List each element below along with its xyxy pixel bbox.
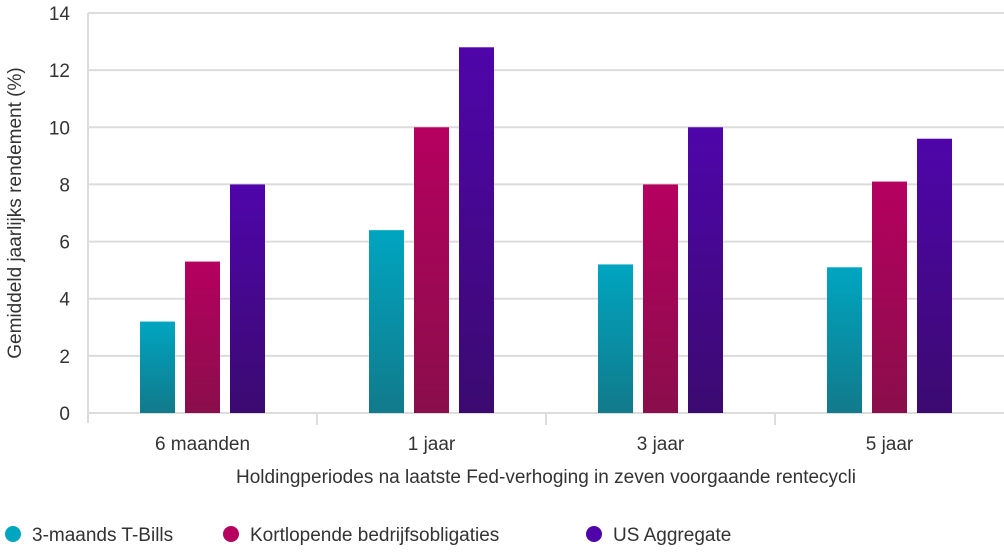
bar-3-maands-t-bills	[369, 230, 404, 413]
y-tick-label: 0	[59, 404, 70, 425]
y-tick-label: 8	[59, 175, 70, 196]
legend-swatch	[5, 526, 21, 542]
x-tick-label: 6 maanden	[155, 434, 250, 455]
bar-3-maands-t-bills	[140, 321, 175, 413]
legend-label: 3-maands T-Bills	[32, 525, 173, 546]
bar-kortlopende-bedrijfsobligaties	[872, 181, 907, 413]
y-tick-label: 4	[59, 290, 70, 311]
legend-item: Kortlopende bedrijfsobligaties	[223, 525, 499, 546]
bar-3-maands-t-bills	[827, 267, 862, 413]
x-axis-label: Holdingperiodes na laatste Fed-verhoging…	[236, 467, 856, 488]
bar-us-aggregate	[917, 138, 952, 413]
legend-swatch	[586, 526, 602, 542]
bar-kortlopende-bedrijfsobligaties	[414, 127, 449, 414]
x-tick-label: 1 jaar	[408, 434, 456, 455]
y-tick-label: 14	[49, 4, 71, 25]
x-axis: 6 maanden 1 jaar 3 jaar 5 jaar	[155, 413, 914, 455]
y-tick-label: 6	[59, 233, 70, 254]
legend-swatch	[223, 526, 239, 542]
gridlines	[87, 12, 1004, 423]
y-tick-label: 2	[59, 347, 70, 368]
y-axis-label: Gemiddeld jaarlijks rendement (%)	[5, 67, 26, 358]
legend-item: US Aggregate	[586, 525, 731, 546]
x-tick-label: 5 jaar	[866, 434, 914, 455]
bars	[140, 47, 952, 414]
y-axis-ticks: 0 2 4 6 8 10 12 14	[49, 4, 71, 425]
bar-us-aggregate	[688, 127, 723, 414]
legend: 3-maands T-Bills Kortlopende bedrijfsobli…	[5, 525, 731, 546]
y-tick-label: 10	[49, 118, 70, 139]
bar-us-aggregate	[459, 47, 494, 414]
bar-us-aggregate	[230, 184, 265, 413]
bar-kortlopende-bedrijfsobligaties	[643, 184, 678, 413]
legend-item: 3-maands T-Bills	[5, 525, 173, 546]
bar-3-maands-t-bills	[598, 264, 633, 413]
bar-kortlopende-bedrijfsobligaties	[185, 261, 220, 413]
legend-label: US Aggregate	[613, 525, 731, 546]
y-tick-label: 12	[49, 61, 70, 82]
x-tick-label: 3 jaar	[637, 434, 685, 455]
legend-label: Kortlopende bedrijfsobligaties	[250, 525, 499, 546]
